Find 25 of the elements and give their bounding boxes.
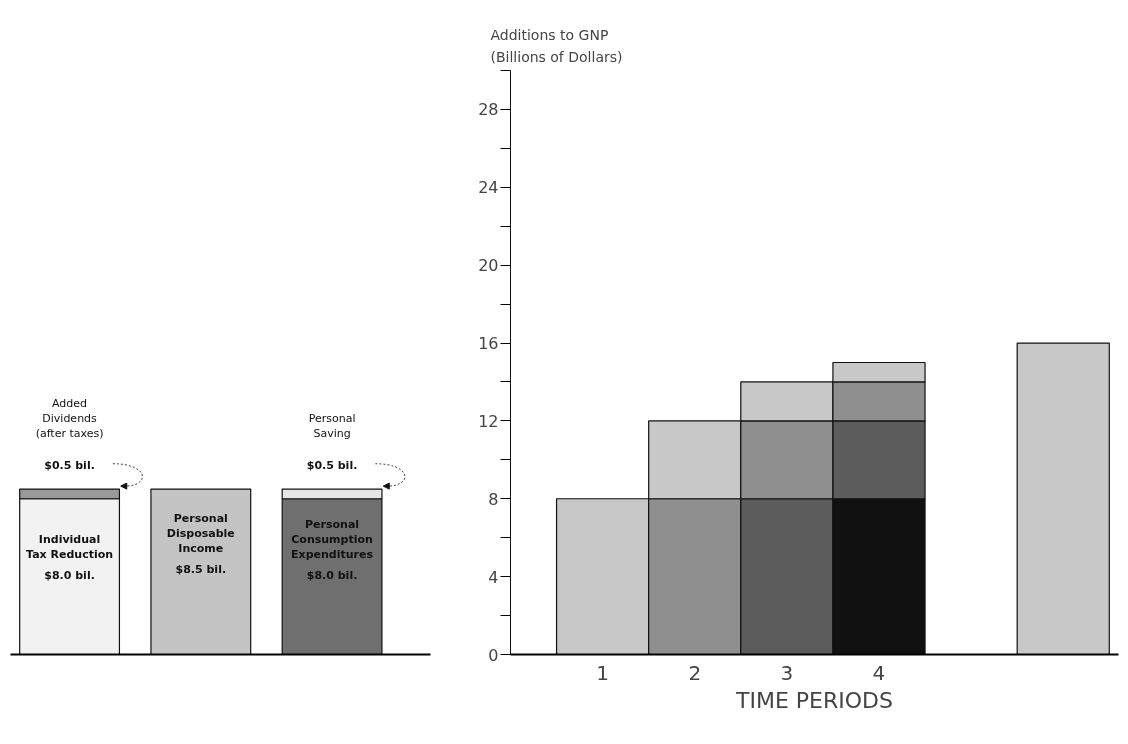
data-label: $0.5 bil. bbox=[44, 458, 95, 472]
category-label: Personal Consumption Expenditures bbox=[291, 518, 374, 562]
y-tick-label: 12 bbox=[478, 411, 499, 431]
y-tick-label: 20 bbox=[478, 256, 499, 276]
x-tick-label: 1 bbox=[596, 660, 609, 685]
y-tick-label: 16 bbox=[478, 334, 499, 354]
y-tick-label: 0 bbox=[488, 645, 499, 665]
y-tick-label: 8 bbox=[488, 489, 499, 509]
category-label: Personal Disposable Income bbox=[166, 512, 235, 556]
x-axis-title: TIME PERIODS bbox=[735, 687, 893, 713]
x-tick-label: 4 bbox=[872, 660, 886, 685]
x-tick-label: 2 bbox=[688, 660, 702, 685]
y-tick-label: 24 bbox=[478, 178, 499, 198]
category-label: Individual Tax Reduction bbox=[26, 533, 114, 562]
y-tick-label: 4 bbox=[488, 567, 499, 587]
x-tick-label: 3 bbox=[780, 660, 794, 685]
y-tick-label: 28 bbox=[478, 100, 499, 120]
text: Added Dividends (after taxes) bbox=[35, 397, 104, 441]
data-label: $8.5 bil. bbox=[175, 563, 227, 577]
text: Personal Saving bbox=[308, 412, 356, 441]
data-label: $8.0 bil. bbox=[306, 568, 358, 582]
bar bbox=[1016, 342, 1110, 655]
data-label: $0.5 bil. bbox=[306, 458, 358, 472]
data-label: $8.0 bil. bbox=[44, 568, 95, 582]
y-axis-title: Additions to GNP (Billions of Dollars) bbox=[490, 27, 623, 66]
